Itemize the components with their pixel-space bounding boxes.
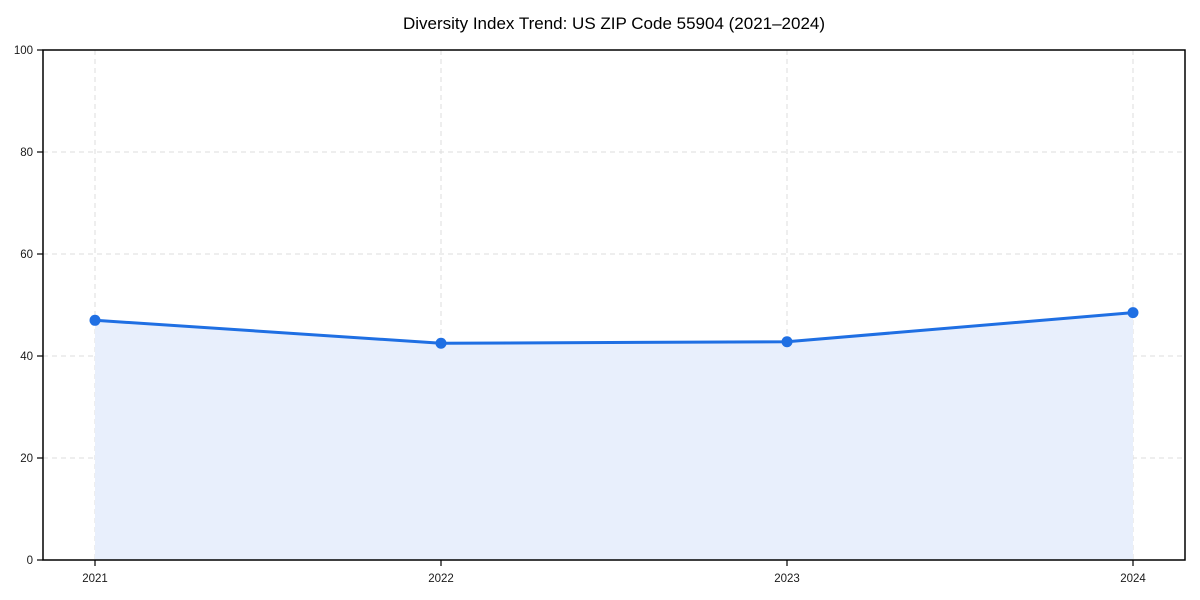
data-point-marker	[781, 336, 793, 348]
plot-border	[42, 49, 1186, 561]
area-fill	[95, 312, 1133, 560]
x-tick-label: 2021	[82, 573, 108, 585]
data-point-marker	[1127, 307, 1139, 319]
data-point-marker	[435, 337, 447, 349]
trend-line	[93, 311, 1135, 345]
y-tick-label: 20	[20, 453, 33, 465]
x-tick-label: 2024	[1120, 573, 1146, 585]
x-tick-label: 2023	[774, 573, 800, 585]
data-point-marker	[89, 314, 101, 326]
y-tick-label: 40	[20, 351, 33, 363]
y-tick-label: 100	[14, 45, 33, 57]
chart-title: Diversity Index Trend: US ZIP Code 55904…	[402, 14, 826, 33]
y-tick-label: 0	[27, 555, 33, 567]
y-tick-label: 60	[20, 249, 33, 261]
x-tick-label: 2022	[428, 573, 454, 585]
y-tick-label: 80	[20, 147, 33, 159]
